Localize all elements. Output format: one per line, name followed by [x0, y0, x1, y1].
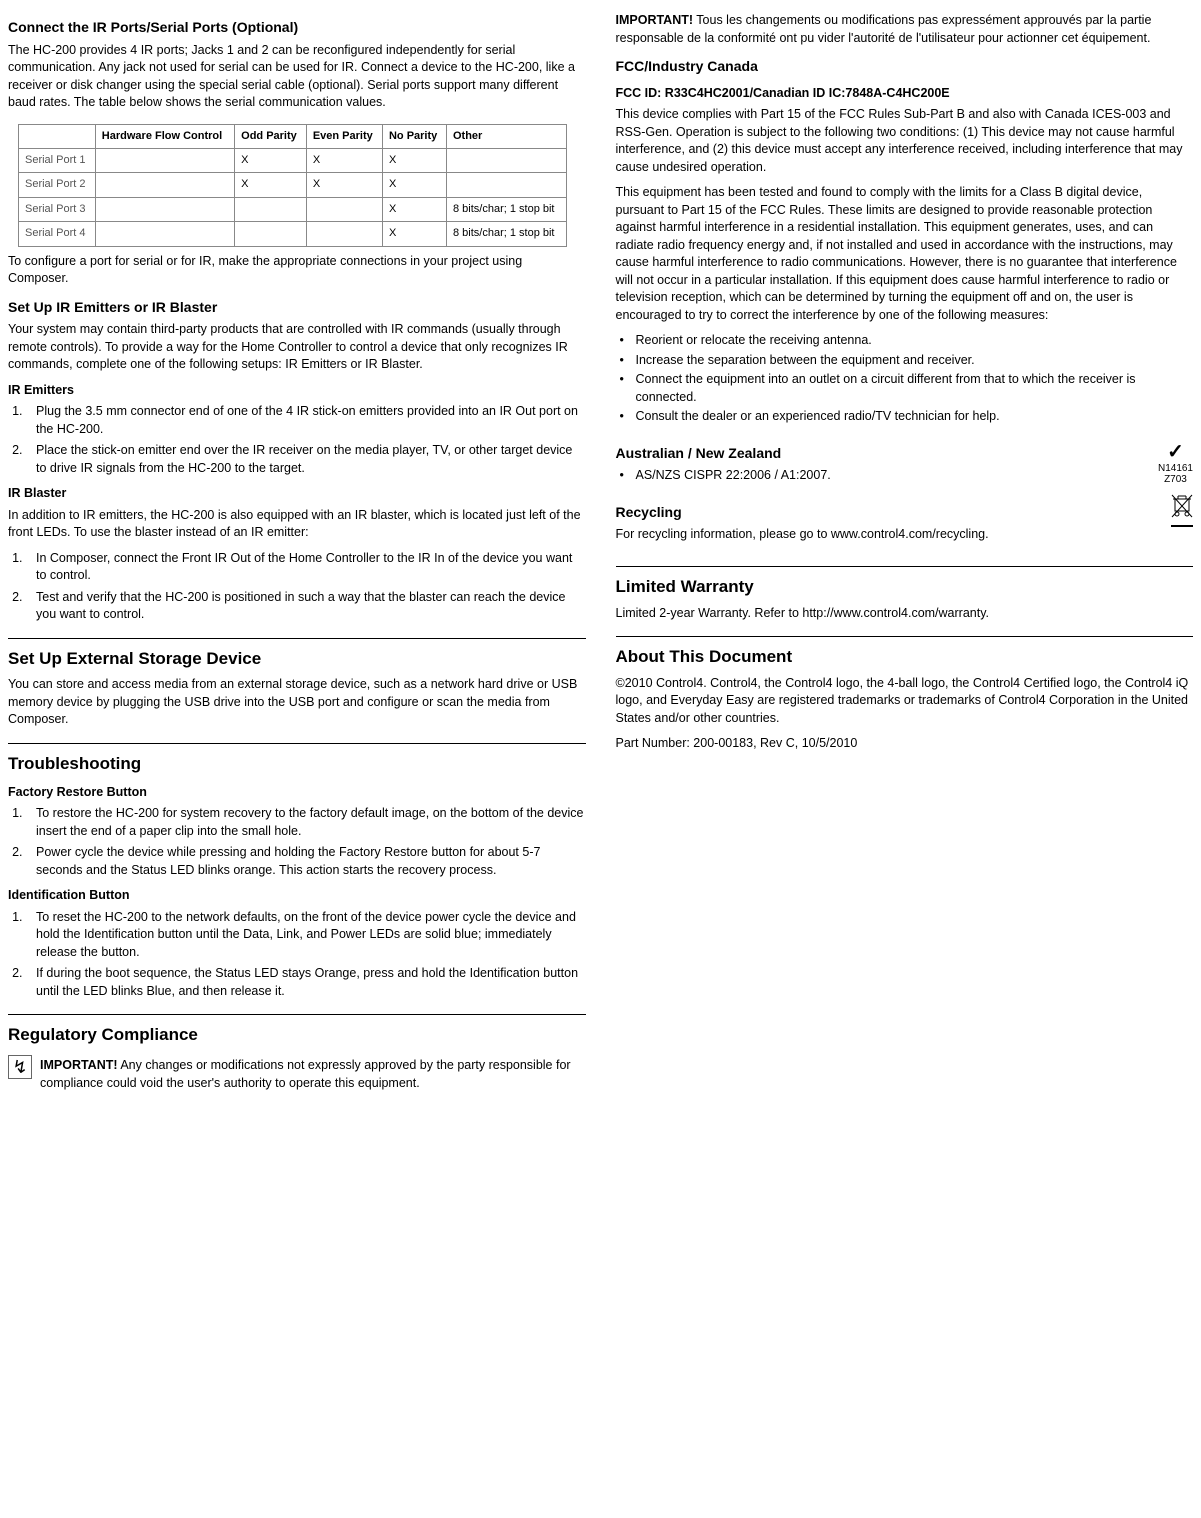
cell	[446, 173, 566, 197]
table-row: Serial Port 3 X 8 bits/char; 1 stop bit	[19, 197, 567, 221]
table-row: Serial Port 4 X 8 bits/char; 1 stop bit	[19, 222, 567, 246]
cell: Serial Port 4	[19, 222, 96, 246]
list-aus-standard: AS/NZS CISPR 22:2006 / A1:2007.	[616, 467, 1146, 485]
heading-ir-setup: Set Up IR Emitters or IR Blaster	[8, 298, 586, 318]
paragraph-ir-blaster: In addition to IR emitters, the HC-200 i…	[8, 507, 586, 542]
ctick-code-z: Z703	[1164, 474, 1187, 485]
th-blank	[19, 124, 96, 148]
divider	[616, 566, 1194, 567]
heading-recycling: Recycling	[616, 503, 1162, 523]
th-odd: Odd Parity	[235, 124, 307, 148]
cell: X	[382, 197, 446, 221]
list-item: Power cycle the device while pressing an…	[26, 844, 586, 879]
cell: X	[382, 222, 446, 246]
cell	[235, 197, 307, 221]
cell	[306, 222, 382, 246]
paragraph-fcc-1: This device complies with Part 15 of the…	[616, 106, 1194, 176]
list-fcc-measures: Reorient or relocate the receiving anten…	[616, 332, 1194, 426]
cell: Serial Port 3	[19, 197, 96, 221]
heading-connect-ir: Connect the IR Ports/Serial Ports (Optio…	[8, 18, 586, 38]
th-noparity: No Parity	[382, 124, 446, 148]
cell	[306, 197, 382, 221]
cell: 8 bits/char; 1 stop bit	[446, 197, 566, 221]
cell	[95, 197, 234, 221]
list-identification: To reset the HC-200 to the network defau…	[8, 909, 586, 1001]
divider	[8, 638, 586, 639]
cell: X	[306, 173, 382, 197]
list-item: Increase the separation between the equi…	[618, 352, 1194, 370]
important-text-en: IMPORTANT! Any changes or modifications …	[40, 1057, 586, 1092]
cell	[95, 222, 234, 246]
paragraph-partnumber: Part Number: 200-00183, Rev C, 10/5/2010	[616, 735, 1194, 753]
paragraph-ir-setup: Your system may contain third-party prod…	[8, 321, 586, 374]
heading-australia-nz: Australian / New Zealand	[616, 444, 1146, 464]
paragraph-external-storage: You can store and access media from an e…	[8, 676, 586, 729]
heading-regulatory: Regulatory Compliance	[8, 1023, 586, 1047]
important-notice-en: ↯ IMPORTANT! Any changes or modification…	[8, 1053, 586, 1100]
table-row: Serial Port 1 X X X	[19, 148, 567, 172]
th-hw-flow: Hardware Flow Control	[95, 124, 234, 148]
heading-ir-blaster: IR Blaster	[8, 485, 586, 503]
cell: Serial Port 2	[19, 173, 96, 197]
cell: X	[306, 148, 382, 172]
list-item: If during the boot sequence, the Status …	[26, 965, 586, 1000]
table-row: Serial Port 2 X X X	[19, 173, 567, 197]
heading-identification-button: Identification Button	[8, 887, 586, 905]
list-item: Plug the 3.5 mm connector end of one of …	[26, 403, 586, 438]
heading-external-storage: Set Up External Storage Device	[8, 647, 586, 671]
heading-fcc-id: FCC ID: R33C4HC2001/Canadian ID IC:7848A…	[616, 85, 1194, 103]
heading-fcc: FCC/Industry Canada	[616, 57, 1194, 77]
ctick-code-n: N14161	[1158, 463, 1193, 474]
th-even: Even Parity	[306, 124, 382, 148]
paragraph-connect-ir: The HC-200 provides 4 IR ports; Jacks 1 …	[8, 42, 586, 112]
cell: X	[382, 173, 446, 197]
list-ir-emitters: Plug the 3.5 mm connector end of one of …	[8, 403, 586, 477]
th-other: Other	[446, 124, 566, 148]
list-item: AS/NZS CISPR 22:2006 / A1:2007.	[618, 467, 1146, 485]
cell: Serial Port 1	[19, 148, 96, 172]
list-item: Connect the equipment into an outlet on …	[618, 371, 1194, 406]
important-text-fr: IMPORTANT! Tous les changements ou modif…	[616, 12, 1194, 47]
heading-ir-emitters: IR Emitters	[8, 382, 586, 400]
list-ir-blaster: In Composer, connect the Front IR Out of…	[8, 550, 586, 624]
list-item: In Composer, connect the Front IR Out of…	[26, 550, 586, 585]
list-item: To restore the HC-200 for system recover…	[26, 805, 586, 840]
list-item: Test and verify that the HC-200 is posit…	[26, 589, 586, 624]
heading-factory-restore: Factory Restore Button	[8, 784, 586, 802]
cell: X	[382, 148, 446, 172]
divider	[8, 1014, 586, 1015]
paragraph-fcc-2: This equipment has been tested and found…	[616, 184, 1194, 324]
divider	[8, 743, 586, 744]
right-column: IMPORTANT! Tous les changements ou modif…	[616, 8, 1194, 1100]
list-item: Reorient or relocate the receiving anten…	[618, 332, 1194, 350]
cell: X	[235, 148, 307, 172]
list-factory-restore: To restore the HC-200 for system recover…	[8, 805, 586, 879]
cell	[95, 148, 234, 172]
warning-icon: ↯	[8, 1055, 32, 1079]
cell: 8 bits/char; 1 stop bit	[446, 222, 566, 246]
paragraph-warranty: Limited 2-year Warranty. Refer to http:/…	[616, 605, 1194, 623]
paragraph-copyright: ©2010 Control4. Control4, the Control4 l…	[616, 675, 1194, 728]
heading-warranty: Limited Warranty	[616, 575, 1194, 599]
paragraph-recycling: For recycling information, please go to …	[616, 526, 1162, 544]
c-tick-icon: ✓ N14161 Z703	[1158, 441, 1193, 485]
divider	[616, 636, 1194, 637]
table-header-row: Hardware Flow Control Odd Parity Even Pa…	[19, 124, 567, 148]
list-item: Place the stick-on emitter end over the …	[26, 442, 586, 477]
serial-comm-table: Hardware Flow Control Odd Parity Even Pa…	[18, 124, 567, 247]
left-column: Connect the IR Ports/Serial Ports (Optio…	[8, 8, 586, 1100]
paragraph-configure-port: To configure a port for serial or for IR…	[8, 253, 586, 288]
weee-icon	[1171, 493, 1193, 527]
list-item: Consult the dealer or an experienced rad…	[618, 408, 1194, 426]
cell	[235, 222, 307, 246]
heading-about-doc: About This Document	[616, 645, 1194, 669]
heading-troubleshooting: Troubleshooting	[8, 752, 586, 776]
cell	[95, 173, 234, 197]
list-item: To reset the HC-200 to the network defau…	[26, 909, 586, 962]
cell	[446, 148, 566, 172]
cell: X	[235, 173, 307, 197]
